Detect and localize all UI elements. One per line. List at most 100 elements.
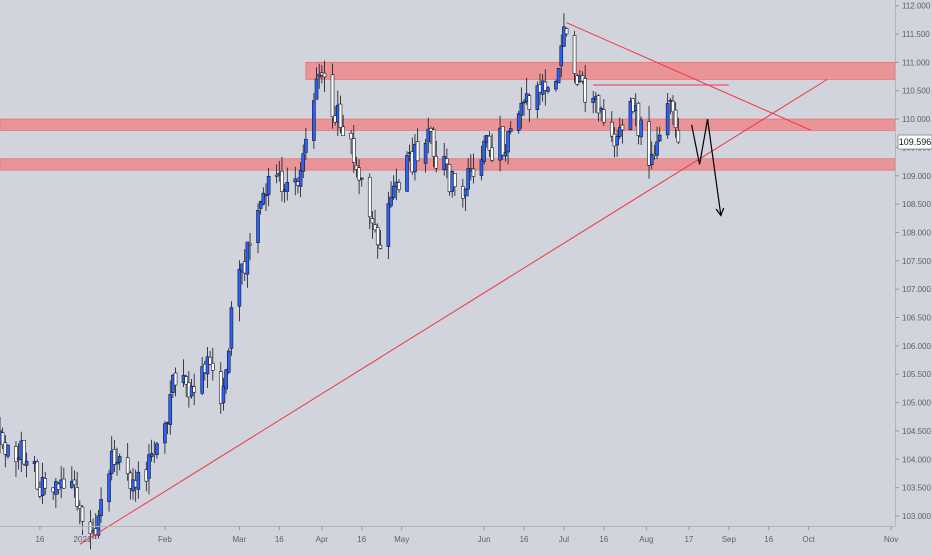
- candle: [482, 135, 486, 165]
- bull-candle-body: [665, 103, 670, 136]
- bear-candle-body: [72, 479, 77, 486]
- candle: [673, 102, 678, 138]
- candle: [149, 439, 154, 462]
- time-tick-label: Mar: [233, 535, 247, 544]
- bull-candle-body: [298, 170, 303, 187]
- candle: [397, 179, 401, 193]
- bear-candle-body: [636, 102, 641, 136]
- price-tick-label: 104.000: [902, 455, 931, 464]
- candle: [256, 203, 260, 254]
- bear-candle-body: [445, 158, 449, 165]
- bull-candle-body: [261, 192, 266, 205]
- candle: [317, 63, 322, 89]
- bull-candle-body: [389, 196, 393, 207]
- bear-candle-body: [357, 167, 361, 181]
- bull-candle-body: [24, 460, 29, 466]
- candle: [266, 167, 271, 207]
- time-tick-label: Jun: [478, 535, 491, 544]
- bear-candle-body: [322, 72, 327, 78]
- bull-candle-body: [562, 26, 566, 47]
- bull-candle-body: [559, 45, 564, 67]
- bull-candle-body: [668, 99, 673, 102]
- candle: [453, 173, 457, 196]
- projection-layer: [691, 118, 725, 217]
- ascending-trendline: [79, 78, 828, 545]
- candle: [338, 95, 343, 134]
- time-tick-label: 16: [357, 535, 366, 544]
- candle: [221, 377, 226, 411]
- bull-candle-body: [522, 101, 526, 104]
- bull-candle-body: [147, 454, 151, 479]
- time-tick-label: 2021: [74, 535, 92, 544]
- candle: [665, 93, 670, 139]
- price-tick-label: 110.500: [902, 87, 931, 96]
- time-tick-label: 17: [684, 535, 693, 544]
- bear-candle-body: [330, 74, 335, 118]
- price-tick-label: 108.000: [902, 228, 931, 237]
- bull-candle-body: [535, 85, 540, 110]
- candle: [562, 13, 566, 48]
- bear-candle-body: [471, 168, 476, 177]
- time-tick-label: Apr: [316, 535, 329, 544]
- time-tick-label: 16: [520, 535, 529, 544]
- bull-candle-body: [506, 131, 510, 153]
- time-tick-label: 16: [599, 535, 608, 544]
- candle: [224, 368, 228, 394]
- bull-candle-body: [163, 423, 167, 444]
- bull-candle-body: [423, 142, 428, 164]
- candle: [117, 453, 122, 471]
- price-axis[interactable]: 103.000 103.500 104.000 104.500 105.000 105.5…: [895, 0, 931, 526]
- current-price-label: 109.596: [899, 137, 932, 147]
- candle: [617, 117, 622, 140]
- candle: [500, 126, 505, 160]
- bull-candle-body: [617, 127, 622, 137]
- time-tick-label: May: [394, 535, 409, 544]
- bear-candle-body: [112, 449, 117, 465]
- bull-candle-body: [256, 209, 260, 243]
- candle: [136, 461, 141, 499]
- candle: [519, 87, 524, 129]
- bear-candle-body: [208, 356, 212, 365]
- bull-candle-body: [224, 369, 228, 390]
- bear-candle-body: [354, 164, 359, 170]
- time-tick-label: Oct: [802, 535, 815, 544]
- bull-candle-body: [466, 168, 470, 190]
- candle: [391, 175, 396, 200]
- bear-candle-body: [0, 432, 5, 446]
- time-axis[interactable]: 16 2021 Feb Mar 16 Apr 16 May Jun 16 Jul 16 Aug 17 Sep…: [0, 526, 898, 544]
- price-tick-label: 106.500: [902, 314, 931, 323]
- candle: [312, 92, 316, 149]
- bull-candle-body: [136, 471, 141, 490]
- candle: [341, 114, 345, 137]
- price-tick-label: 109.000: [902, 172, 931, 181]
- bull-candle-body: [649, 154, 654, 165]
- bear-candle-body: [564, 28, 569, 35]
- candle: [615, 129, 619, 157]
- bear-candle-body: [75, 487, 79, 507]
- candle: [349, 129, 353, 155]
- bear-candle-body: [415, 141, 420, 162]
- bear-candle-body: [367, 176, 372, 218]
- time-tick-label: 16: [35, 535, 44, 544]
- bull-candle-body: [639, 119, 643, 138]
- bear-candle-body: [543, 81, 548, 91]
- bear-candle-body: [88, 521, 93, 534]
- candle: [378, 230, 383, 250]
- candle: [516, 110, 521, 134]
- candle: [163, 420, 167, 454]
- bear-candle-body: [211, 362, 215, 371]
- bear-candle-body: [620, 124, 625, 131]
- bear-candle-body: [487, 135, 492, 151]
- bull-candle-body: [264, 194, 268, 197]
- candle: [620, 119, 625, 144]
- candle: [564, 27, 569, 37]
- candle: [636, 101, 641, 145]
- candle: [649, 141, 654, 170]
- bull-candle-body: [508, 128, 513, 132]
- time-tick-label: Sep: [722, 535, 737, 544]
- bear-candle-body: [527, 95, 532, 110]
- candle: [354, 156, 359, 178]
- candle: [184, 374, 188, 398]
